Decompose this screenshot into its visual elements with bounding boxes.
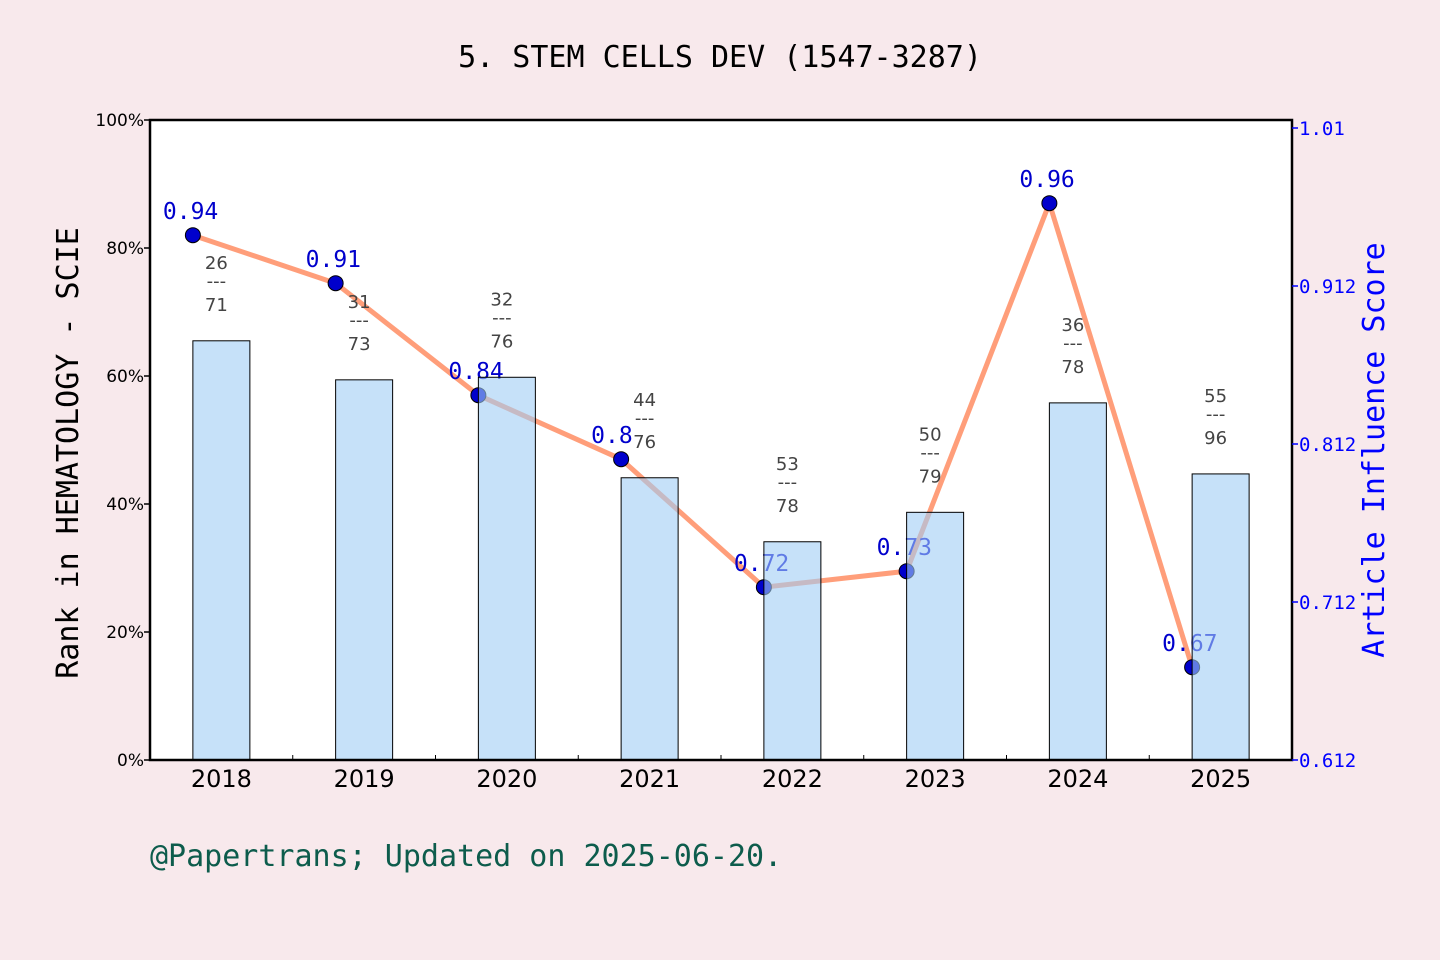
y-tick-label: 60% xyxy=(106,367,144,387)
rank-bar xyxy=(477,376,536,761)
chart-title: 5. STEM CELLS DEV (1547-3287) xyxy=(458,40,982,75)
rank-bar xyxy=(335,379,394,761)
rank-total: 76 xyxy=(490,331,513,352)
rank-value: 36 xyxy=(1061,315,1084,336)
y-tick-label: 80% xyxy=(106,239,144,259)
rank-value: 31 xyxy=(348,292,371,313)
rank-total: 76 xyxy=(633,432,656,453)
rank-total: 78 xyxy=(1061,357,1084,378)
score-marker xyxy=(184,227,201,244)
rank-bar xyxy=(192,340,251,761)
y-axis-label: Rank in HEMATOLOGY - SCIE xyxy=(51,227,86,679)
y-tick-label: 20% xyxy=(106,623,144,643)
rank-bar xyxy=(906,511,965,761)
rank-total: 96 xyxy=(1204,428,1227,449)
score-line xyxy=(192,200,1195,668)
rank-divider: --- xyxy=(635,408,655,429)
right-y-tick-label: 1.01 xyxy=(1299,118,1345,140)
x-tick-label: 2020 xyxy=(476,765,537,793)
rank-total: 73 xyxy=(348,334,371,355)
rank-divider: --- xyxy=(778,472,798,493)
score-label: 0.91 xyxy=(306,247,361,273)
rank-divider: --- xyxy=(207,271,227,292)
right-y-tick-label: 0.812 xyxy=(1299,434,1356,456)
score-label: 0.8 xyxy=(591,423,633,449)
rank-divider: --- xyxy=(492,307,512,328)
rank-divider: --- xyxy=(920,442,940,463)
rank-bar xyxy=(1191,473,1250,761)
right-y-tick-label: 0.712 xyxy=(1299,592,1356,614)
right-y-tick-label: 0.612 xyxy=(1299,750,1356,772)
y-tick-label: 0% xyxy=(117,751,144,771)
rank-total: 78 xyxy=(776,496,799,517)
score-marker xyxy=(613,451,630,468)
rank-value: 55 xyxy=(1204,386,1227,407)
score-marker xyxy=(327,275,344,292)
rank-divider: --- xyxy=(1063,333,1083,354)
rank-bar xyxy=(620,477,679,761)
y-tick-label: 100% xyxy=(95,111,144,131)
x-tick-label: 2024 xyxy=(1047,765,1108,793)
rank-value: 44 xyxy=(633,390,656,411)
x-tick-label: 2021 xyxy=(619,765,680,793)
right-y-axis-label: Article Influence Score xyxy=(1357,242,1392,657)
x-tick-label: 2025 xyxy=(1190,765,1251,793)
rank-value: 50 xyxy=(919,424,942,445)
rank-bar xyxy=(1048,402,1107,761)
y-tick-label: 40% xyxy=(106,495,144,515)
rank-value: 32 xyxy=(490,289,513,310)
rank-value: 26 xyxy=(205,253,228,274)
x-tick-label: 2018 xyxy=(191,765,252,793)
score-label: 0.94 xyxy=(163,199,218,225)
rank-total: 71 xyxy=(205,295,228,316)
rank-value: 53 xyxy=(776,454,799,475)
rank-total: 79 xyxy=(919,466,942,487)
score-label: 0.96 xyxy=(1019,167,1074,193)
x-tick-label: 2022 xyxy=(762,765,823,793)
rank-divider: --- xyxy=(349,310,369,331)
score-marker xyxy=(1041,195,1058,212)
x-tick-label: 2023 xyxy=(905,765,966,793)
rank-divider: --- xyxy=(1206,404,1226,425)
x-tick-label: 2019 xyxy=(334,765,395,793)
right-y-tick-label: 0.912 xyxy=(1299,276,1356,298)
footer-credit: @Papertrans; Updated on 2025-06-20. xyxy=(150,839,782,874)
rank-bar xyxy=(763,541,822,761)
